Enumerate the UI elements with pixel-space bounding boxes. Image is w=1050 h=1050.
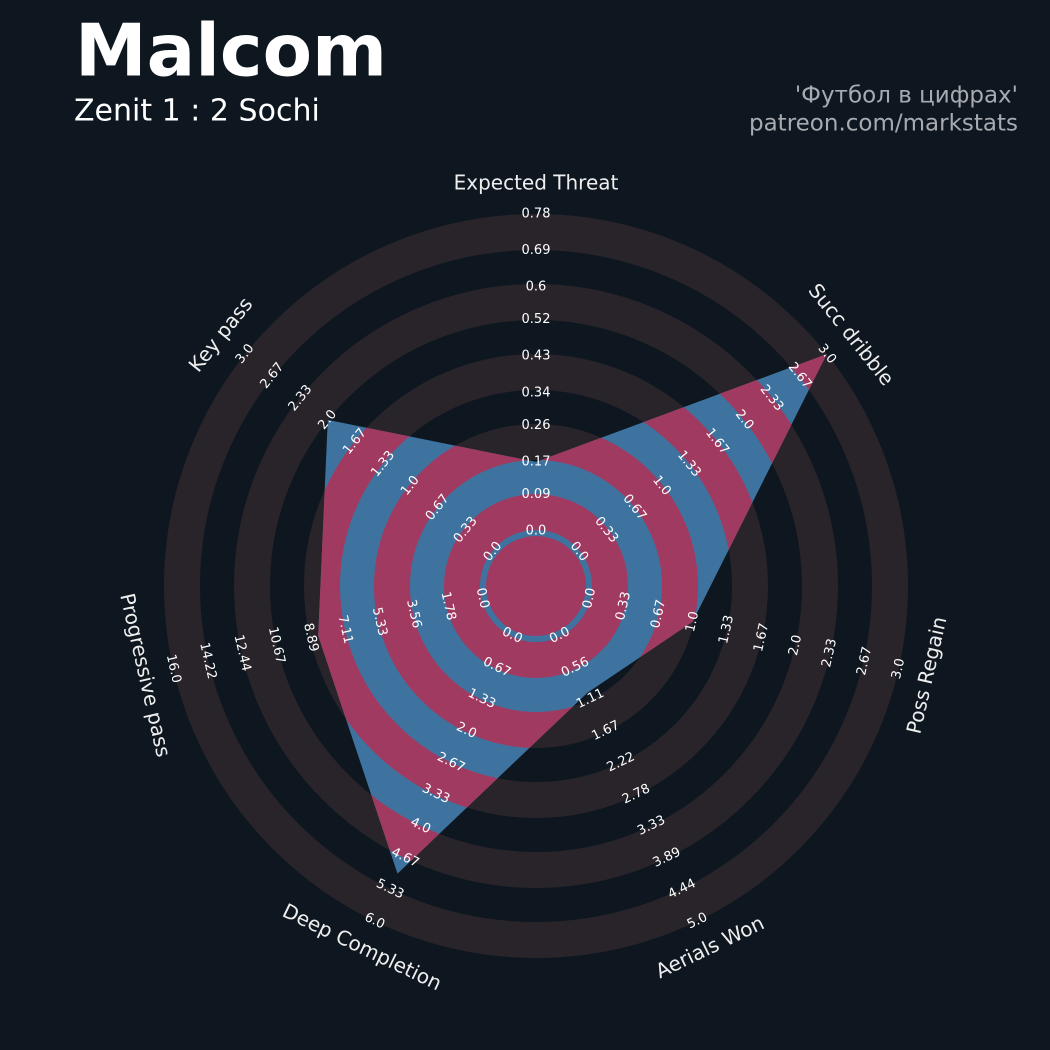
tick-label: 2.0 — [786, 634, 805, 658]
tick-label: 0.67 — [648, 598, 669, 630]
tick-label: 3.0 — [889, 657, 908, 681]
tick-label: 1.67 — [751, 622, 772, 654]
tick-label: 8.89 — [300, 622, 321, 654]
tick-label: 0.78 — [522, 207, 551, 222]
tick-label: 0.0 — [580, 586, 599, 610]
tick-label: 0.26 — [522, 418, 551, 433]
tick-label: 2.67 — [854, 645, 875, 677]
tick-label: 0.6 — [526, 280, 547, 295]
tick-label: 7.11 — [335, 614, 356, 646]
tick-label: 2.33 — [819, 637, 840, 669]
chart-subtitle: Zenit 1 : 2 Sochi — [74, 94, 320, 129]
background-ring — [234, 284, 838, 888]
category-label: Expected Threat — [454, 171, 619, 195]
tick-label: 0.0 — [473, 586, 492, 610]
tick-label: 0.43 — [522, 349, 551, 364]
tick-label: 1.33 — [716, 614, 737, 646]
background-ring — [164, 214, 908, 958]
tick-label: 0.0 — [526, 524, 547, 539]
credit: patreon.com/markstats — [749, 111, 1018, 137]
tick-label: 0.17 — [522, 454, 551, 469]
tick-label: 0.52 — [522, 312, 551, 327]
credit: 'Футбол в цифрах' — [795, 83, 1018, 109]
radar-ring — [486, 536, 586, 636]
tick-label: 16.0 — [163, 653, 184, 685]
tick-label: 0.69 — [522, 243, 551, 258]
chart-title: Malcom — [75, 9, 387, 93]
tick-label: 1.0 — [683, 610, 702, 634]
tick-label: 1.78 — [437, 590, 458, 622]
tick-label: 0.34 — [522, 385, 551, 400]
radar-ring — [444, 494, 628, 678]
tick-label: 5.33 — [369, 606, 390, 638]
tick-label: 0.09 — [522, 487, 551, 502]
tick-label: 3.56 — [403, 598, 424, 630]
tick-label: 0.33 — [613, 590, 634, 622]
